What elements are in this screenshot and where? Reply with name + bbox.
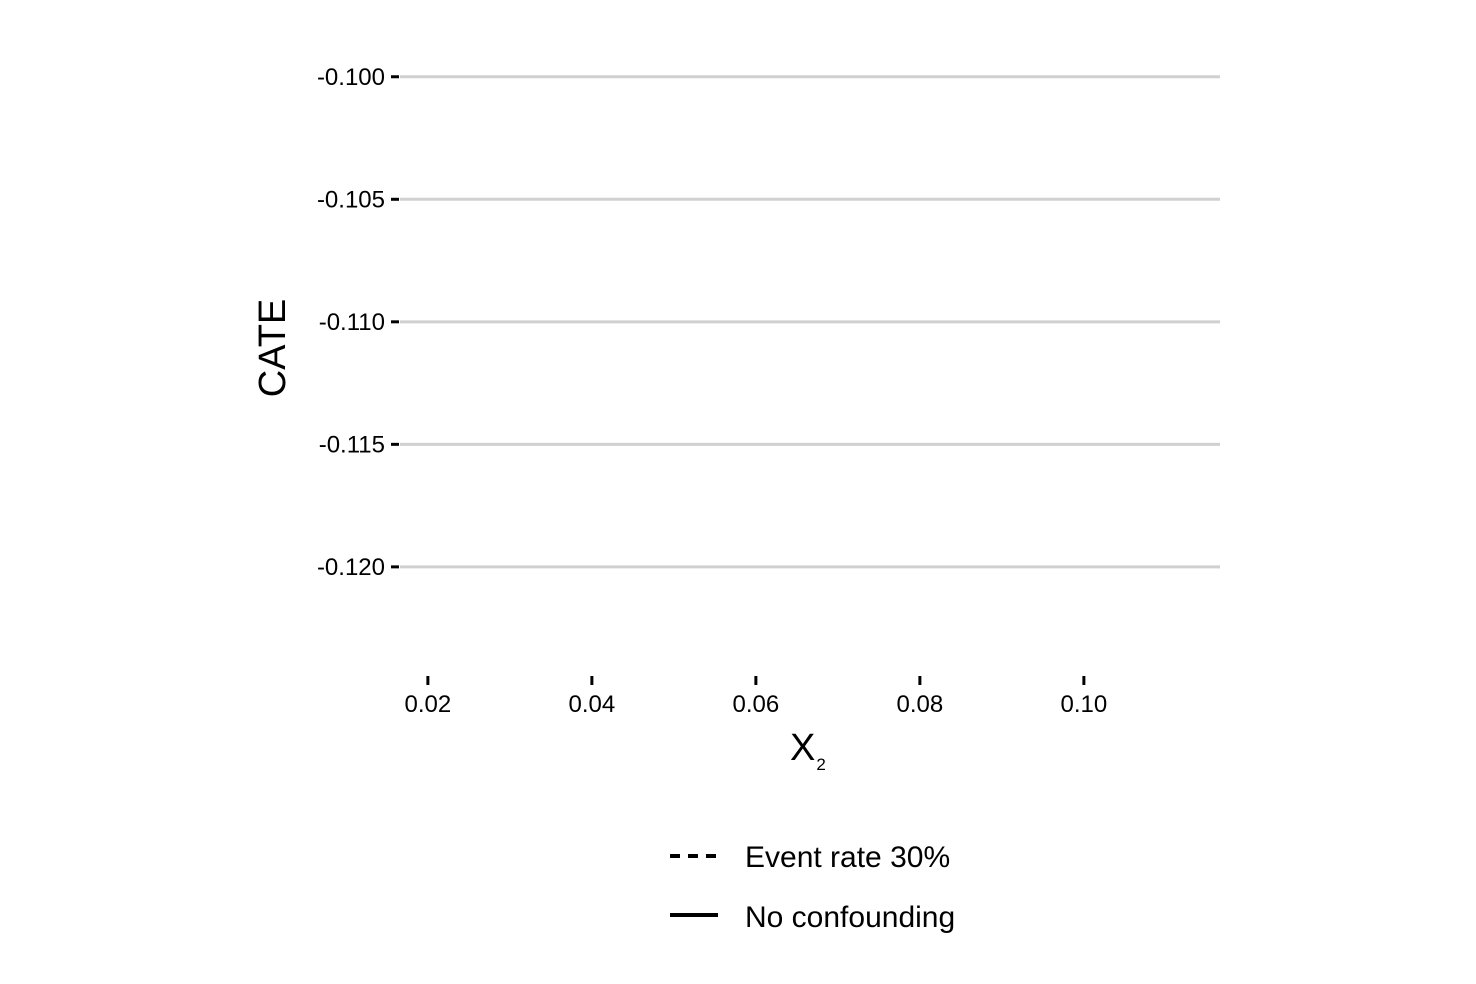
legend: Event rate 30% No confounding — [670, 841, 955, 934]
gridlines — [400, 75, 1220, 569]
y-tick-label: -0.105 — [317, 186, 385, 213]
x-tick-label: 0.06 — [733, 691, 780, 718]
legend-item-no-confounding: No confounding — [670, 901, 955, 934]
x-tick-label: 0.08 — [897, 691, 944, 718]
y-tick-label: -0.100 — [317, 64, 385, 91]
y-axis-title: CATE — [252, 299, 294, 398]
legend-item-event-rate: Event rate 30% — [670, 841, 950, 874]
x-tick-label: 0.02 — [405, 691, 452, 718]
y-axis: -0.100 -0.105 -0.110 -0.115 -0.120 — [317, 64, 399, 581]
x-axis-title-subscript: 2 — [816, 755, 825, 774]
legend-label-event-rate: Event rate 30% — [745, 841, 950, 874]
y-tick-label: -0.110 — [319, 309, 385, 336]
y-tick-label: -0.120 — [317, 554, 385, 581]
x-axis: 0.02 0.04 0.06 0.08 0.10 — [405, 676, 1108, 718]
legend-label-no-confounding: No confounding — [745, 901, 955, 934]
x-tick-label: 0.04 — [569, 691, 616, 718]
x-axis-title: X2 — [790, 727, 826, 774]
y-tick-label: -0.115 — [319, 431, 385, 458]
x-axis-title-main: X — [790, 727, 815, 769]
x-tick-label: 0.10 — [1061, 691, 1108, 718]
